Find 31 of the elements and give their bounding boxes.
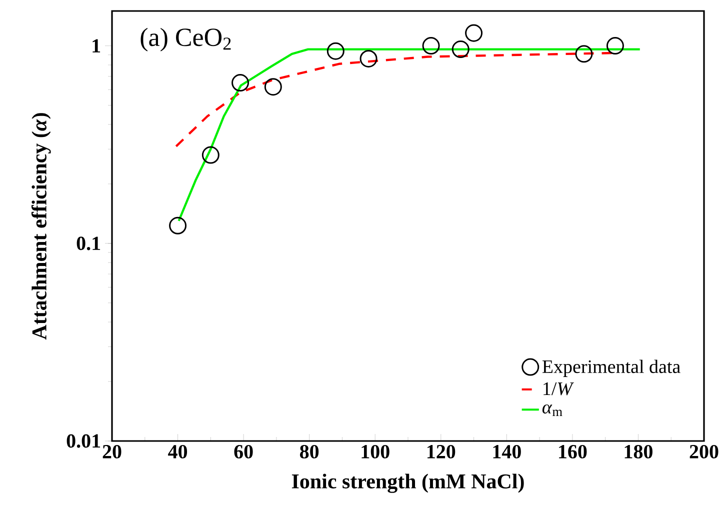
y-axis-title: Attachment efficiency (α) <box>31 113 51 340</box>
x-axis-title: Ionic strength (mM NaCl) <box>292 474 524 493</box>
point <box>232 74 250 92</box>
point <box>326 42 344 60</box>
x-tick-label: 80 <box>300 444 319 458</box>
legend-label: Experimental data <box>542 360 680 377</box>
legend-label: 1/W <box>544 382 574 396</box>
x-tick-label: 140 <box>493 444 521 458</box>
point <box>264 78 282 96</box>
x-tick-label: 40 <box>168 444 188 458</box>
y-tick-label: 0.1 <box>76 236 100 250</box>
legend-label: α$_{m}$ <box>542 404 562 416</box>
x-tick-label: 100 <box>362 444 390 458</box>
point <box>360 50 378 68</box>
point <box>422 37 440 55</box>
line-series <box>178 48 641 222</box>
point <box>202 146 220 164</box>
x-tick-label: 160 <box>559 444 587 458</box>
y-tick-label: 1 <box>92 39 100 52</box>
y-tick-label: 0.01 <box>66 434 100 448</box>
point <box>465 24 483 42</box>
annotation: (a) CeO$_{2}$ <box>140 28 231 52</box>
x-tick-label: 180 <box>624 444 652 458</box>
point <box>575 45 593 63</box>
point <box>452 40 470 58</box>
x-tick-label: 200 <box>690 444 718 458</box>
point <box>169 216 187 234</box>
x-tick-label: 120 <box>427 444 456 458</box>
x-tick-label: 20 <box>102 444 122 458</box>
x-tick-label: 60 <box>234 444 253 458</box>
point <box>606 37 624 55</box>
